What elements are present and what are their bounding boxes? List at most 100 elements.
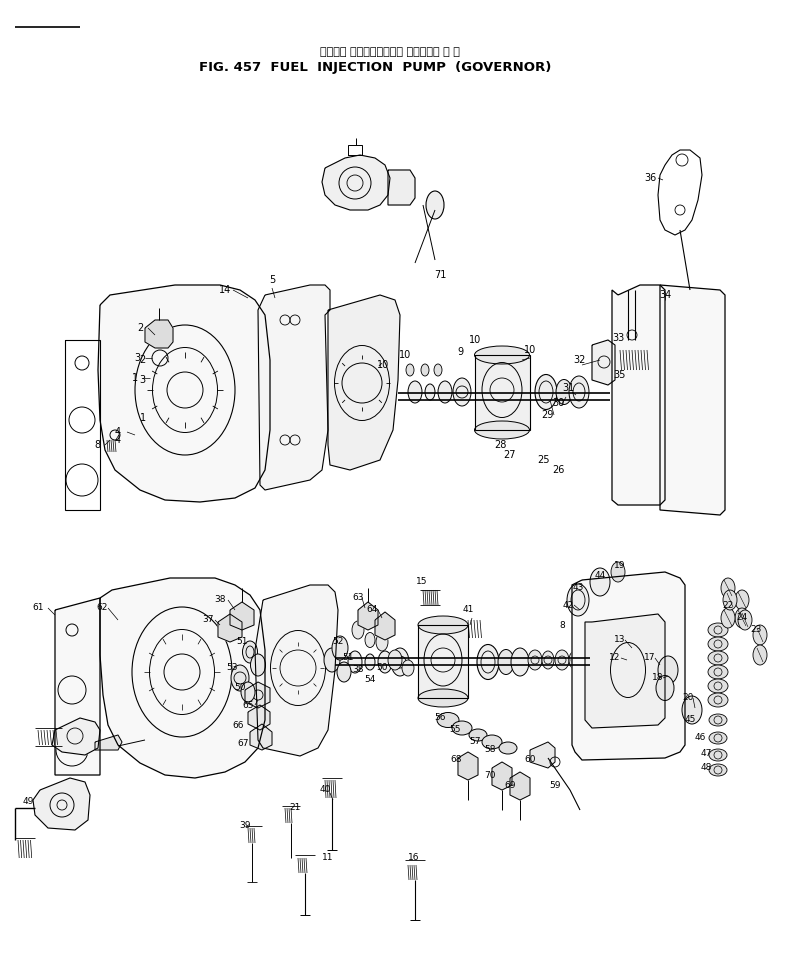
Text: 3: 3 (139, 375, 145, 385)
Ellipse shape (453, 378, 471, 406)
Text: 51: 51 (342, 654, 354, 663)
Text: 14: 14 (219, 285, 231, 295)
Ellipse shape (658, 656, 678, 684)
Text: 25: 25 (536, 455, 549, 465)
Text: 1: 1 (140, 413, 146, 423)
Ellipse shape (243, 641, 258, 663)
Polygon shape (230, 602, 254, 630)
Text: 8: 8 (94, 440, 100, 450)
Polygon shape (530, 742, 555, 768)
Text: 28: 28 (494, 440, 506, 450)
Ellipse shape (388, 650, 402, 670)
Ellipse shape (241, 682, 255, 702)
Text: 54: 54 (364, 675, 376, 684)
Text: 38: 38 (214, 595, 226, 604)
Ellipse shape (556, 380, 572, 404)
Text: 4: 4 (115, 435, 121, 445)
Ellipse shape (569, 376, 589, 408)
Text: 10: 10 (399, 350, 411, 360)
Text: 1: 1 (132, 373, 138, 383)
Ellipse shape (231, 665, 249, 691)
Text: 21: 21 (289, 803, 301, 812)
Text: 10: 10 (377, 360, 389, 370)
Text: 17: 17 (645, 654, 656, 663)
Text: 68: 68 (450, 755, 461, 764)
Ellipse shape (535, 375, 557, 410)
Text: 5: 5 (269, 275, 275, 285)
Ellipse shape (528, 650, 542, 670)
Ellipse shape (499, 742, 517, 754)
Ellipse shape (418, 689, 468, 707)
Ellipse shape (709, 732, 727, 744)
Text: 22: 22 (722, 600, 734, 609)
Text: 60: 60 (525, 755, 536, 764)
Text: 13: 13 (615, 635, 626, 644)
Text: 40: 40 (319, 786, 331, 794)
Ellipse shape (738, 610, 752, 630)
Text: 44: 44 (594, 571, 606, 580)
Polygon shape (612, 285, 665, 505)
Text: 45: 45 (684, 715, 696, 724)
Ellipse shape (469, 729, 487, 741)
Polygon shape (322, 155, 390, 210)
Polygon shape (660, 285, 725, 515)
Text: 16: 16 (408, 853, 419, 863)
Text: 31: 31 (562, 383, 574, 393)
Ellipse shape (250, 654, 265, 676)
Text: 27: 27 (504, 450, 516, 460)
Text: 3: 3 (134, 353, 140, 363)
Ellipse shape (475, 421, 529, 439)
Text: 50: 50 (376, 664, 388, 672)
Text: 69: 69 (504, 781, 516, 790)
Text: 67: 67 (237, 740, 249, 749)
Ellipse shape (437, 712, 459, 727)
Polygon shape (218, 614, 242, 642)
Polygon shape (98, 285, 270, 502)
Text: 30: 30 (552, 398, 564, 408)
Ellipse shape (708, 665, 728, 679)
Text: 53: 53 (226, 664, 238, 672)
Text: 38: 38 (352, 666, 363, 674)
Text: 51: 51 (236, 637, 248, 646)
Ellipse shape (708, 623, 728, 637)
Ellipse shape (324, 648, 340, 672)
Polygon shape (418, 625, 468, 698)
Ellipse shape (482, 735, 502, 749)
Ellipse shape (434, 364, 442, 376)
Ellipse shape (611, 562, 625, 582)
Text: 2: 2 (139, 355, 145, 365)
Text: 12: 12 (609, 654, 621, 663)
Ellipse shape (365, 632, 375, 647)
Text: 37: 37 (202, 616, 214, 625)
Text: 49: 49 (22, 797, 34, 806)
Polygon shape (492, 762, 512, 790)
Text: 58: 58 (484, 746, 496, 754)
Ellipse shape (709, 714, 727, 726)
Ellipse shape (708, 637, 728, 651)
Polygon shape (145, 320, 173, 348)
Text: 64: 64 (367, 605, 378, 615)
Ellipse shape (337, 662, 351, 682)
Text: 19: 19 (615, 560, 626, 570)
Ellipse shape (721, 578, 735, 598)
Ellipse shape (477, 644, 499, 679)
Text: 39: 39 (239, 821, 250, 830)
Polygon shape (52, 718, 100, 755)
Ellipse shape (511, 648, 529, 676)
Text: 34: 34 (659, 290, 672, 300)
Polygon shape (250, 724, 272, 750)
Text: 52: 52 (333, 637, 344, 646)
Ellipse shape (425, 384, 435, 400)
Polygon shape (33, 778, 90, 830)
Polygon shape (100, 578, 265, 778)
Ellipse shape (709, 749, 727, 761)
Text: 55: 55 (450, 725, 461, 735)
Text: 10: 10 (469, 335, 481, 345)
Ellipse shape (438, 381, 452, 403)
Text: 50: 50 (235, 683, 246, 693)
Ellipse shape (708, 651, 728, 665)
Polygon shape (585, 614, 665, 728)
Text: 11: 11 (322, 853, 333, 863)
Text: 57: 57 (469, 738, 481, 747)
Polygon shape (55, 598, 100, 775)
